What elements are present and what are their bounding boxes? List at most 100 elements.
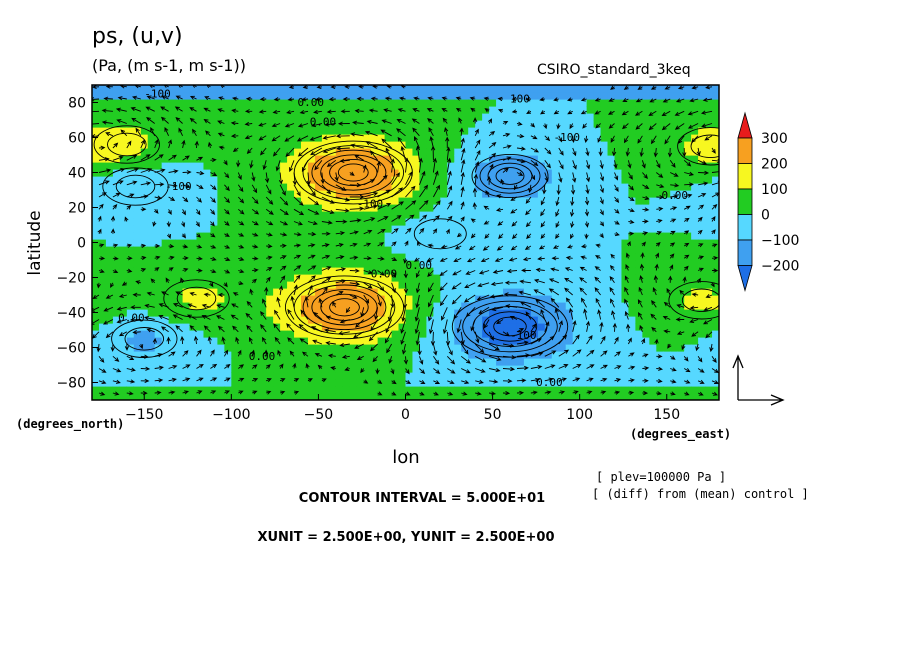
field-cell <box>405 92 414 100</box>
field-cell <box>537 106 546 114</box>
field-cell <box>565 239 574 247</box>
wind-vector <box>274 336 281 345</box>
field-cell <box>544 99 553 107</box>
field-cell <box>273 176 281 184</box>
field-cell <box>245 155 253 163</box>
field-cell <box>663 358 671 366</box>
field-cell <box>356 260 365 268</box>
wind-vector <box>390 294 395 309</box>
wind-vector <box>210 377 218 382</box>
field-cell <box>168 358 177 366</box>
field-cell <box>572 239 581 247</box>
field-cell <box>565 155 574 163</box>
field-cell <box>140 309 149 317</box>
field-cell <box>224 106 232 114</box>
wind-vector <box>432 343 438 356</box>
field-cell <box>642 106 650 114</box>
field-cell <box>342 239 351 247</box>
wind-vector <box>445 228 450 234</box>
wind-vector <box>311 326 323 333</box>
field-cell <box>335 309 344 317</box>
field-cell <box>224 85 232 93</box>
field-cell <box>238 169 246 177</box>
field-cell <box>579 148 588 156</box>
field-cell <box>635 358 643 366</box>
field-cell <box>544 393 553 400</box>
field-cell <box>412 155 421 163</box>
field-cell <box>677 197 685 205</box>
field-cell <box>621 351 630 359</box>
field-cell <box>307 246 316 254</box>
field-cell <box>503 393 511 400</box>
field-cell <box>119 218 128 226</box>
field-cell <box>217 120 225 128</box>
field-cell <box>412 232 421 240</box>
wind-vector <box>231 303 239 308</box>
field-cell <box>105 302 114 310</box>
field-cell <box>147 295 156 303</box>
field-cell <box>607 127 616 135</box>
field-cell <box>712 239 719 247</box>
field-cell <box>92 372 100 380</box>
field-cell <box>398 99 407 107</box>
field-cell <box>287 183 295 191</box>
field-cell <box>321 260 330 268</box>
field-cell <box>510 197 518 205</box>
field-cell <box>398 288 407 296</box>
field-cell <box>231 295 239 303</box>
field-cell <box>196 323 205 331</box>
field-cell <box>691 232 699 240</box>
field-cell <box>503 120 511 128</box>
field-cell <box>280 218 288 226</box>
field-cell <box>461 232 469 240</box>
field-cell <box>405 267 414 275</box>
field-cell <box>391 386 400 394</box>
field-cell <box>635 92 643 100</box>
field-cell <box>356 372 365 380</box>
field-cell <box>496 316 504 324</box>
field-cell <box>503 253 511 261</box>
wind-vector <box>271 135 281 142</box>
field-cell <box>558 323 567 331</box>
field-cell <box>154 218 163 226</box>
field-cell <box>607 316 616 324</box>
field-cell <box>335 386 344 394</box>
field-cell <box>586 309 595 317</box>
field-cell <box>600 379 609 387</box>
field-cell <box>259 351 267 359</box>
wind-vector <box>237 172 242 181</box>
field-cell <box>280 281 288 289</box>
field-cell <box>482 127 490 135</box>
field-cell <box>607 323 616 331</box>
field-cell <box>245 113 253 121</box>
field-cell <box>482 141 490 149</box>
field-cell <box>698 267 706 275</box>
field-cell <box>398 120 407 128</box>
wind-vector <box>196 268 203 273</box>
field-cell <box>168 260 177 268</box>
field-cell <box>607 295 616 303</box>
field-cell <box>607 351 616 359</box>
field-cell <box>510 330 518 338</box>
field-cell <box>705 302 713 310</box>
field-cell <box>475 134 483 142</box>
wind-vector <box>112 256 119 261</box>
field-cell <box>203 211 212 219</box>
wind-vector <box>460 201 465 210</box>
wind-vector <box>403 282 409 294</box>
field-cell <box>510 344 518 352</box>
field-cell <box>349 344 358 352</box>
field-cell <box>301 253 309 261</box>
field-cell <box>203 344 212 352</box>
field-cell <box>189 211 198 219</box>
field-cell <box>684 176 692 184</box>
field-cell <box>301 330 309 338</box>
wind-vector <box>504 280 517 285</box>
field-cell <box>572 148 581 156</box>
field-cell <box>412 309 421 317</box>
field-cell <box>133 274 142 282</box>
wind-vector <box>98 157 110 162</box>
field-cell <box>600 106 609 114</box>
field-cell <box>614 323 623 331</box>
field-cell <box>370 92 379 100</box>
